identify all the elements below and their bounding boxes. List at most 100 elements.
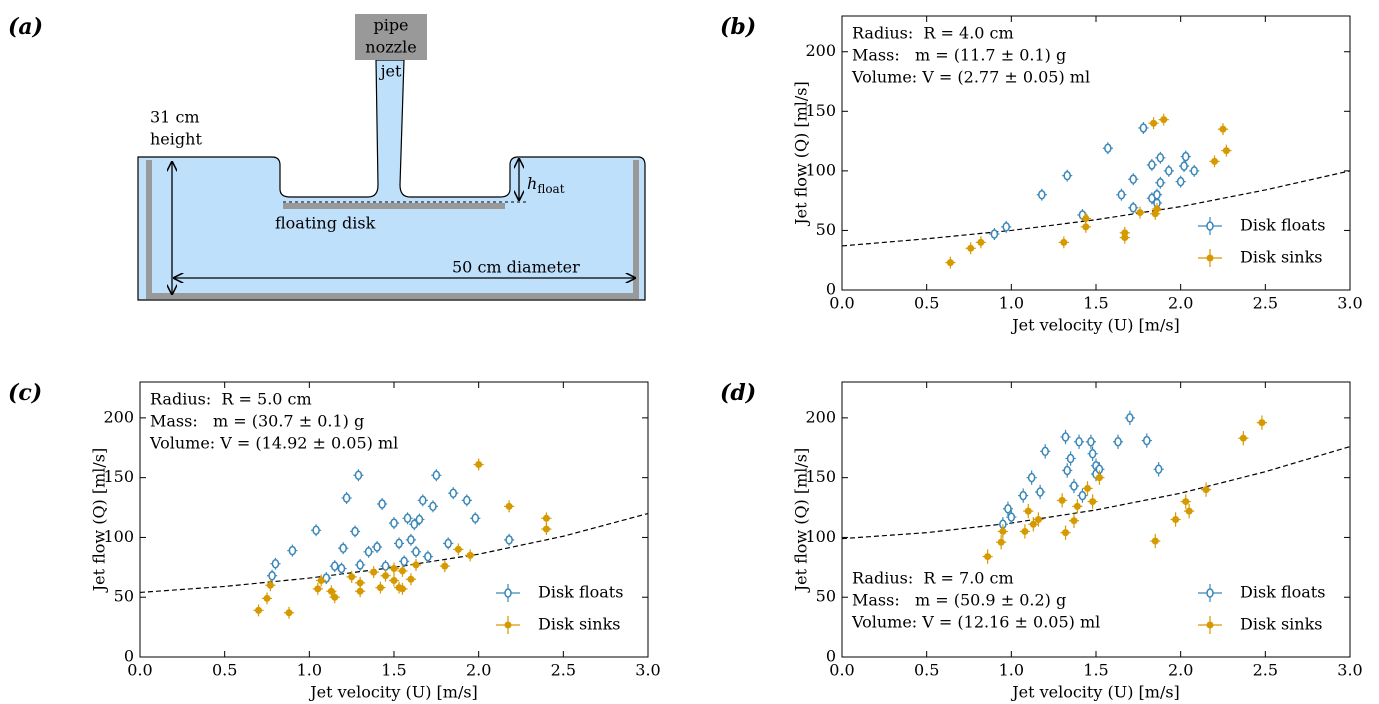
y-tick-label: 150 xyxy=(805,467,836,486)
x-axis-label: Jet velocity (U) [m/s] xyxy=(1010,683,1180,702)
x-tick-label: 2.0 xyxy=(466,661,491,680)
label: height xyxy=(150,130,202,149)
marker xyxy=(1104,143,1112,153)
panel-label: (c) xyxy=(8,380,42,406)
marker xyxy=(378,499,386,509)
tank-wall xyxy=(633,160,639,298)
x-axis-label: Jet velocity (U) [m/s] xyxy=(1010,316,1180,335)
marker xyxy=(1036,487,1044,497)
pipe-nozzle xyxy=(355,14,427,60)
y-tick-label: 50 xyxy=(114,587,134,606)
legend-symbol xyxy=(1206,588,1214,598)
marker xyxy=(1060,238,1068,246)
marker xyxy=(1239,434,1247,442)
label: h xyxy=(527,174,537,193)
marker xyxy=(1117,189,1126,200)
marker xyxy=(266,581,274,589)
legend-label: Disk sinks xyxy=(538,615,620,634)
marker xyxy=(373,542,381,552)
label: float xyxy=(537,182,564,196)
marker xyxy=(376,584,384,592)
marker xyxy=(382,572,390,580)
marker xyxy=(454,545,462,553)
x-tick-label: 1.0 xyxy=(999,294,1024,313)
marker xyxy=(463,495,471,506)
marker xyxy=(1153,205,1161,213)
legend-label: Disk sinks xyxy=(1240,615,1322,634)
tank-wall xyxy=(146,160,152,298)
marker xyxy=(415,514,424,525)
marker xyxy=(268,570,276,581)
marker xyxy=(466,551,474,559)
legend-label: Disk floats xyxy=(538,583,623,602)
marker xyxy=(390,576,398,584)
marker xyxy=(1165,166,1173,176)
marker xyxy=(1061,432,1070,442)
marker xyxy=(946,259,954,267)
marker xyxy=(288,545,297,556)
marker xyxy=(1156,153,1165,163)
x-tick-label: 0.0 xyxy=(829,661,854,680)
marker xyxy=(984,553,992,561)
label: hfloat xyxy=(527,174,565,196)
marker xyxy=(542,514,550,522)
marker xyxy=(1148,160,1156,170)
marker xyxy=(1129,174,1138,184)
marker xyxy=(1088,448,1097,459)
marker xyxy=(354,470,363,481)
marker xyxy=(505,535,513,545)
marker xyxy=(1066,453,1075,464)
marker xyxy=(1181,151,1190,162)
marker xyxy=(407,535,415,545)
marker xyxy=(1034,516,1042,523)
marker xyxy=(400,556,408,567)
tank-floor xyxy=(146,293,639,299)
marker xyxy=(1151,537,1159,545)
marker xyxy=(1075,437,1083,447)
marker xyxy=(1027,472,1036,483)
marker xyxy=(356,560,364,570)
marker xyxy=(449,488,458,498)
x-tick-label: 2.5 xyxy=(1253,661,1278,680)
label: jet xyxy=(379,62,402,81)
marker xyxy=(424,551,432,562)
y-tick-label: 200 xyxy=(805,407,836,426)
x-tick-label: 0.0 xyxy=(829,294,854,313)
marker xyxy=(475,461,483,468)
y-tick-label: 200 xyxy=(103,407,134,426)
label: nozzle xyxy=(365,38,416,57)
marker xyxy=(1095,474,1103,482)
x-tick-label: 1.0 xyxy=(297,661,322,680)
marker xyxy=(1172,516,1180,523)
tank-water xyxy=(137,59,646,301)
marker xyxy=(381,561,390,571)
y-axis-label: Jet flow (Q) [ml/s] xyxy=(792,81,811,227)
annotation: Mass: m = (11.7 ± 0.1) g xyxy=(852,46,1066,65)
annotation: Radius: R = 5.0 cm xyxy=(150,390,312,409)
y-tick-label: 150 xyxy=(805,101,836,120)
marker xyxy=(1222,147,1230,155)
marker xyxy=(1150,119,1158,127)
marker xyxy=(419,495,427,506)
marker xyxy=(339,543,347,553)
marker xyxy=(1058,496,1066,504)
marker xyxy=(1019,490,1027,501)
marker xyxy=(1153,189,1161,200)
marker xyxy=(398,567,406,575)
marker xyxy=(390,565,398,573)
marker xyxy=(471,513,480,524)
x-tick-label: 1.5 xyxy=(1083,661,1108,680)
marker xyxy=(1062,529,1070,537)
annotation: Radius: R = 7.0 cm xyxy=(852,569,1014,588)
x-tick-label: 0.0 xyxy=(127,661,152,680)
marker xyxy=(1126,413,1134,423)
x-tick-label: 0.5 xyxy=(914,661,939,680)
marker xyxy=(255,606,263,614)
marker xyxy=(1021,527,1029,535)
legend-label: Disk floats xyxy=(1240,583,1325,602)
y-axis-label: Jet flow (Q) [ml/s] xyxy=(90,448,109,594)
x-tick-label: 1.5 xyxy=(1083,294,1108,313)
marker xyxy=(1087,437,1095,447)
marker xyxy=(1202,486,1210,494)
